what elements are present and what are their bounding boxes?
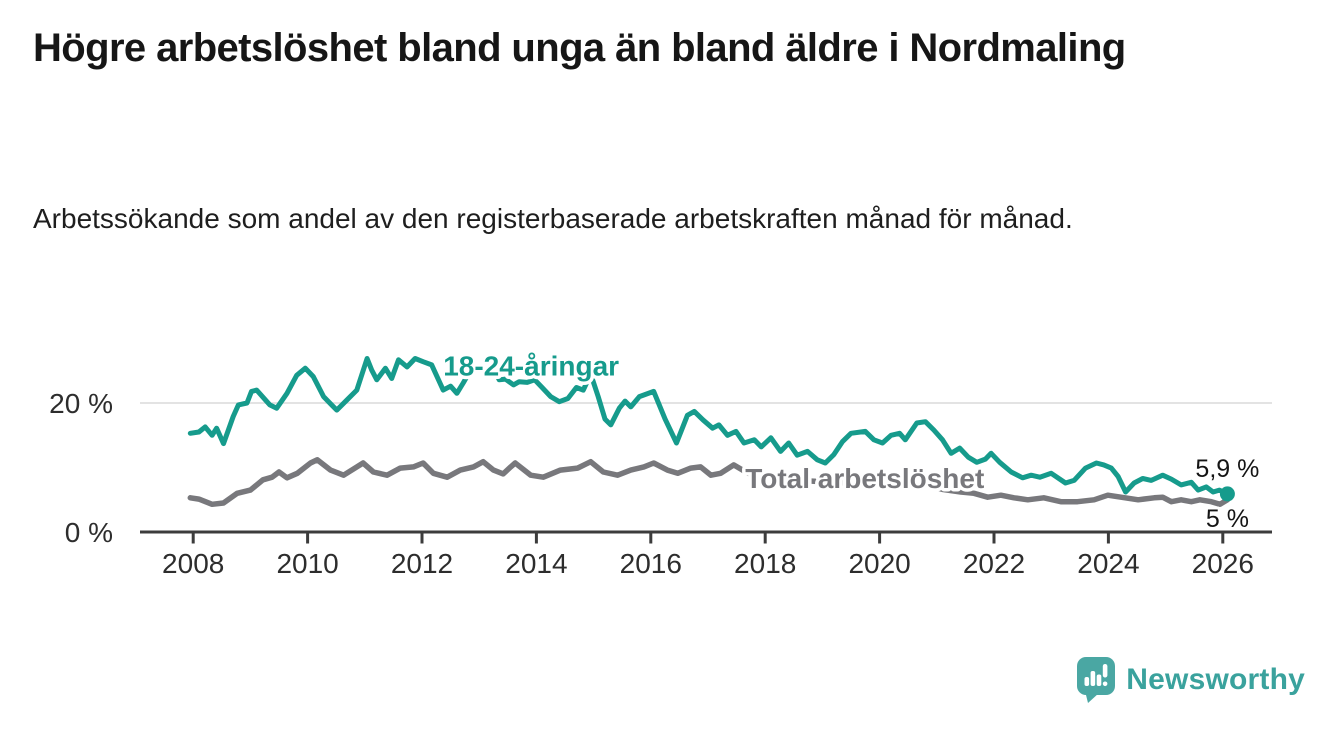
x-tick-label: 2012: [391, 548, 453, 579]
page-title: Högre arbetslöshet bland unga än bland ä…: [33, 26, 1126, 70]
y-tick-label: 0 %: [65, 517, 113, 548]
x-tick-label: 2016: [620, 548, 682, 579]
x-tick-label: 2014: [505, 548, 567, 579]
newsworthy-brand: Newsworthy: [1076, 656, 1305, 704]
series-line-total: [187, 457, 1231, 508]
series-end-dot-young: [1219, 486, 1235, 502]
newsworthy-logo-text: Newsworthy: [1126, 663, 1305, 696]
series-label-young: 18-24-åringar: [443, 350, 619, 381]
x-tick-label: 2018: [734, 548, 796, 579]
unemployment-line-chart: 2008 2010 2012 2014 2016 2018 2020 2022 2024 2026…: [49, 347, 1272, 579]
x-tick-label: 2022: [963, 548, 1025, 579]
x-tick-label: 2008: [162, 548, 224, 579]
series-line-young: [187, 356, 1230, 497]
x-tick-label: 2010: [276, 548, 338, 579]
x-tick-label: 2024: [1077, 548, 1139, 579]
y-tick-label: 20 %: [49, 388, 113, 419]
end-value-label-total: 5 %: [1206, 505, 1249, 533]
chart-subtitle: Arbetssökande som andel av den registerb…: [33, 203, 1073, 234]
x-tick-label: 2026: [1192, 548, 1254, 579]
x-tick-label: 2020: [848, 548, 910, 579]
end-value-label-young: 5,9 %: [1195, 455, 1259, 483]
newsworthy-logo-icon: [1077, 657, 1116, 703]
series-label-total: Total arbetslöshet: [745, 463, 984, 494]
